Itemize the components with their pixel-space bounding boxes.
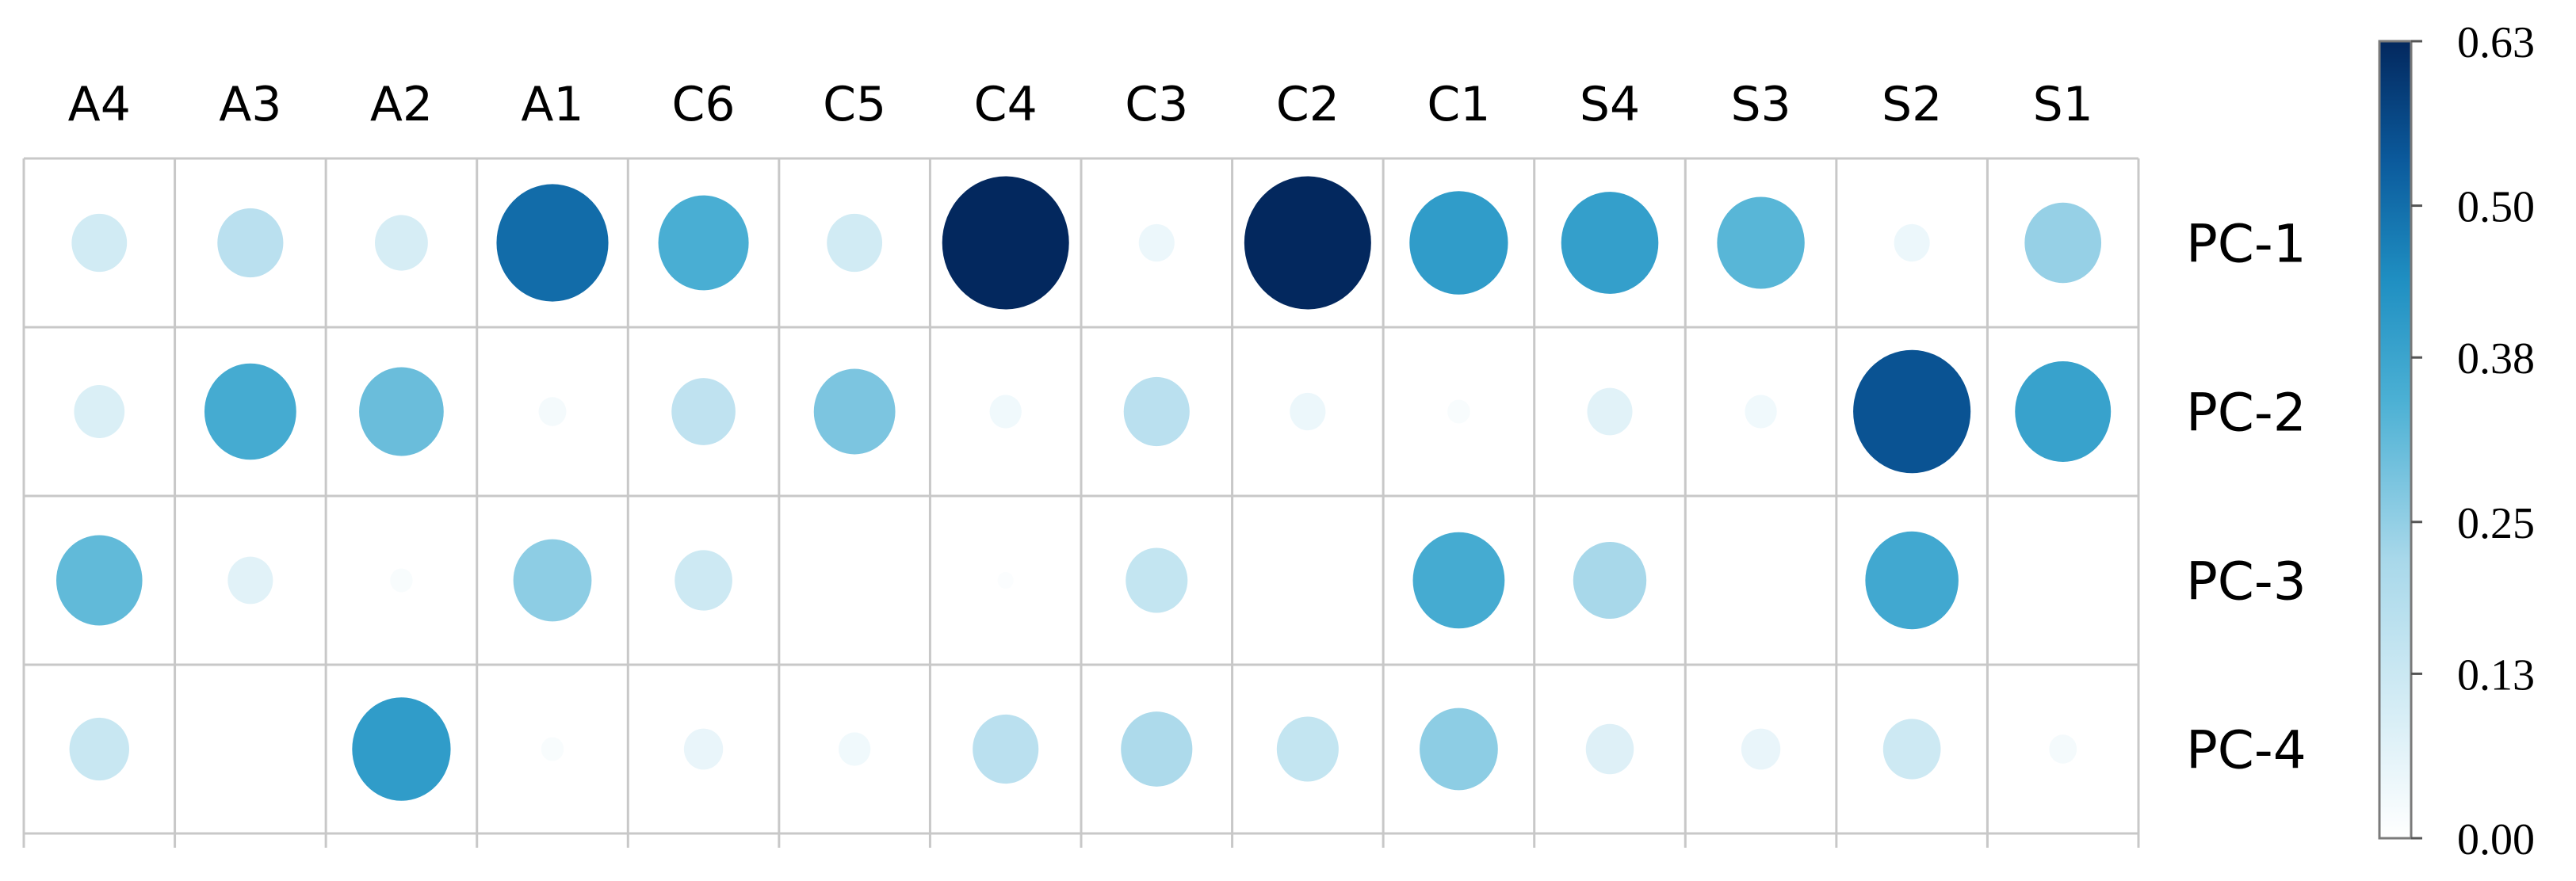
value-circle-pc-2-c1 bbox=[1447, 399, 1470, 424]
value-circle-pc-1-a4 bbox=[71, 213, 128, 273]
value-circle-pc-2-c3 bbox=[1123, 376, 1190, 447]
value-circle-pc-2-s1 bbox=[2015, 361, 2112, 462]
value-circle-pc-4-a4 bbox=[69, 717, 129, 781]
row-label: PC-3 bbox=[2186, 551, 2307, 612]
value-circle-pc-3-c3 bbox=[1126, 547, 1188, 613]
value-circle-pc-3-c1 bbox=[1412, 532, 1505, 629]
column-label: C4 bbox=[974, 77, 1038, 132]
value-circle-pc-4-c2 bbox=[1276, 716, 1339, 782]
colorbar: 0.63 0.50 0.38 0.25 0.13 0.00 bbox=[2378, 18, 2535, 864]
column-label: A1 bbox=[521, 77, 583, 132]
value-circle-pc-4-a1 bbox=[541, 737, 564, 761]
value-circle-pc-2-s2 bbox=[1853, 349, 1971, 474]
value-circle-pc-1-a1 bbox=[496, 184, 609, 302]
value-circles bbox=[56, 176, 2112, 801]
value-circle-pc-1-s3 bbox=[1717, 196, 1805, 289]
value-circle-pc-4-c1 bbox=[1420, 707, 1498, 791]
colorbar-tick-label: 0.63 bbox=[2457, 18, 2535, 67]
value-circle-pc-4-c3 bbox=[1121, 711, 1193, 787]
column-label: C5 bbox=[823, 77, 886, 132]
value-circle-pc-2-a4 bbox=[74, 385, 125, 438]
column-label: C2 bbox=[1276, 77, 1340, 132]
value-circle-pc-4-c5 bbox=[838, 732, 871, 766]
column-label: A3 bbox=[219, 77, 281, 132]
column-label: A4 bbox=[68, 77, 131, 132]
value-circle-pc-1-c4 bbox=[942, 176, 1069, 310]
row-label: PC-2 bbox=[2186, 383, 2307, 444]
value-circle-pc-4-a2 bbox=[352, 697, 451, 801]
value-circle-pc-2-a1 bbox=[538, 397, 567, 426]
value-circle-pc-2-a2 bbox=[359, 367, 444, 456]
column-label: S4 bbox=[1580, 77, 1640, 132]
value-circle-pc-1-c2 bbox=[1244, 176, 1371, 310]
column-labels: A4 A3 A2 A1 C6 C5 C4 C3 C2 C1 S4 S3 S2 S1 bbox=[68, 77, 2093, 132]
value-circle-pc-1-s2 bbox=[1894, 223, 1930, 262]
value-circle-pc-1-c3 bbox=[1138, 223, 1175, 262]
value-circle-pc-2-c4 bbox=[989, 395, 1022, 429]
value-circle-pc-4-s3 bbox=[1741, 728, 1781, 770]
value-circle-pc-1-c5 bbox=[827, 213, 883, 273]
grid bbox=[22, 157, 2140, 848]
column-label: C1 bbox=[1427, 77, 1490, 132]
value-circle-pc-3-a4 bbox=[56, 535, 143, 626]
value-circle-pc-1-a3 bbox=[217, 208, 284, 278]
value-circle-pc-4-s2 bbox=[1882, 719, 1941, 780]
value-circle-pc-3-c6 bbox=[675, 550, 732, 611]
value-circle-pc-3-s4 bbox=[1573, 542, 1647, 619]
value-circle-pc-1-s1 bbox=[2024, 202, 2102, 284]
column-label: A2 bbox=[370, 77, 433, 132]
value-circle-pc-1-s4 bbox=[1561, 192, 1659, 294]
colorbar-tick-label: 0.00 bbox=[2457, 815, 2535, 864]
value-circle-pc-2-c5 bbox=[813, 368, 896, 455]
value-circle-pc-3-s2 bbox=[1865, 531, 1959, 630]
row-labels: PC-1 PC-2 PC-3 PC-4 bbox=[2186, 214, 2307, 781]
value-circle-pc-2-a3 bbox=[204, 363, 296, 460]
value-circle-pc-2-s3 bbox=[1745, 395, 1777, 429]
column-label: C3 bbox=[1125, 77, 1188, 132]
value-circle-pc-3-c4 bbox=[997, 571, 1014, 589]
row-label: PC-4 bbox=[2186, 720, 2307, 781]
value-circle-pc-1-a2 bbox=[375, 215, 428, 271]
column-label: S3 bbox=[1730, 77, 1791, 132]
value-circle-pc-4-c4 bbox=[973, 714, 1039, 784]
value-circle-pc-3-a1 bbox=[513, 539, 592, 622]
colorbar-tick-label: 0.50 bbox=[2457, 183, 2535, 232]
row-label: PC-1 bbox=[2186, 214, 2307, 275]
column-label: C6 bbox=[672, 77, 736, 132]
colorbar-gradient bbox=[2378, 40, 2413, 840]
value-circle-pc-2-s4 bbox=[1587, 387, 1633, 436]
value-circle-pc-3-a2 bbox=[390, 568, 413, 593]
value-circle-pc-1-c6 bbox=[658, 195, 749, 291]
value-circle-pc-2-c6 bbox=[671, 378, 736, 445]
value-circle-pc-4-s1 bbox=[2049, 734, 2077, 764]
value-circle-pc-4-c6 bbox=[683, 728, 724, 770]
value-circle-pc-4-s4 bbox=[1585, 723, 1634, 775]
colorbar-tick-label: 0.25 bbox=[2457, 499, 2535, 548]
column-label: S2 bbox=[1882, 77, 1942, 132]
column-label: S1 bbox=[2033, 77, 2093, 132]
value-circle-pc-3-a3 bbox=[227, 556, 273, 604]
value-circle-pc-2-c2 bbox=[1290, 392, 1326, 431]
colorbar-tick-label: 0.13 bbox=[2457, 650, 2535, 700]
value-circle-pc-1-c1 bbox=[1409, 191, 1508, 295]
colorbar-tick-label: 0.38 bbox=[2457, 334, 2535, 383]
